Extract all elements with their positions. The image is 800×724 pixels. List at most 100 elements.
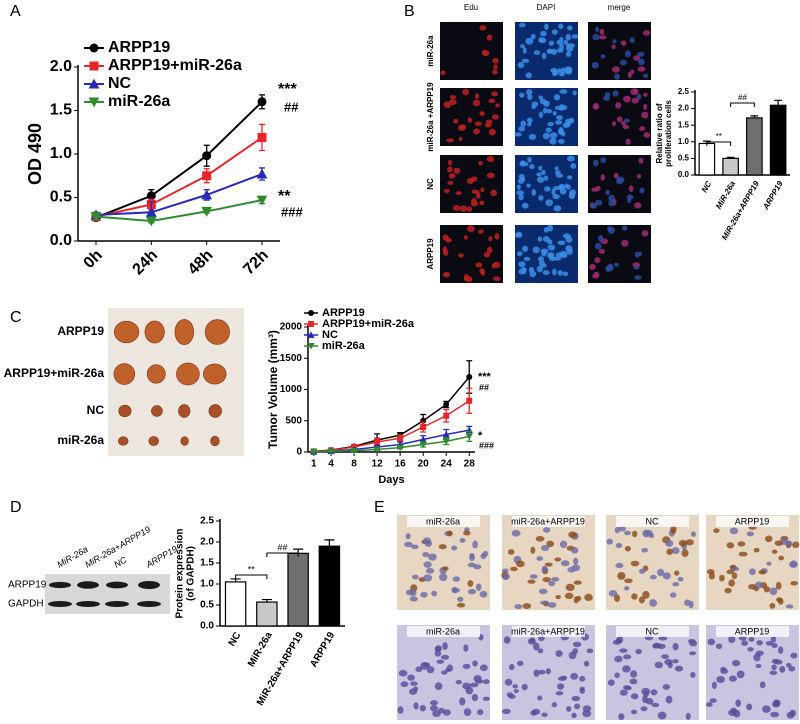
legend-label: NC [322,329,338,341]
nucleus [494,233,500,240]
micrograph [440,22,503,80]
lane-label: NC [112,554,129,569]
nucleus [463,273,469,281]
series-line [95,101,263,219]
cell [573,580,582,585]
cell [657,568,665,577]
cell [516,660,524,667]
data-point [350,447,358,455]
nucleus [529,164,535,170]
cell [529,574,538,579]
cell [540,545,550,552]
data-point [420,424,427,430]
cell [463,708,472,716]
nucleus [621,225,628,231]
tumor [176,362,200,386]
y-axis-title: Protein expression [175,528,186,618]
label-bg [407,626,480,637]
nucleus [565,33,572,41]
nucleus [559,71,565,77]
nucleus [517,61,525,69]
x-tick-label: 20 [418,459,430,470]
cell [475,583,482,591]
nucleus [564,66,573,74]
nucleus [527,156,532,163]
lane-label: MiR-26a [55,544,89,570]
nucleus [598,234,604,242]
cell [533,669,540,677]
data-point [202,151,212,161]
cell [746,703,753,711]
nucleus [527,94,533,101]
cell [728,579,735,587]
nucleus [557,68,562,74]
cell [568,531,577,538]
cell [462,682,471,690]
cell [455,679,463,685]
data-point [419,435,427,443]
nucleus [463,235,468,240]
cell [409,588,417,597]
nucleus [537,256,545,262]
data-point [466,374,473,380]
data-point [145,216,157,227]
cell [735,699,742,707]
cell [730,707,737,714]
nucleus [611,44,616,49]
nucleus [455,191,462,196]
nucleus [565,51,572,57]
cell [404,541,413,548]
nucleus [550,68,558,73]
tumor [148,436,159,446]
cell [527,638,536,645]
nucleus [486,34,493,41]
band [106,581,128,589]
cell [622,665,631,673]
cell [608,590,618,597]
nucleus [594,242,602,250]
cell [614,672,620,679]
nucleus [553,94,561,101]
cell [508,694,516,699]
tumor [144,320,165,344]
cell [479,664,488,672]
cell [410,681,418,686]
nucleus [474,121,482,127]
cell [773,699,780,706]
cell [684,599,691,606]
cell [428,553,437,561]
nucleus [622,124,630,130]
nucleus [638,157,644,164]
nucleus [457,125,466,131]
cell [542,527,551,533]
bar [256,601,278,627]
cell [630,709,638,715]
cell [685,539,694,546]
cell [758,569,767,575]
cell [546,540,555,548]
cell [537,695,543,701]
band [105,601,129,607]
cell [669,592,677,598]
nucleus [537,176,545,183]
image-label: miR-26a [426,516,460,526]
cell [521,683,528,691]
cell [535,536,545,542]
cell [457,596,464,602]
image-label: miR-26a+ARPP19 [511,516,585,526]
nucleus [639,187,645,194]
nucleus [559,253,568,259]
nucleus [566,155,575,162]
cell [771,642,778,649]
nucleus [533,50,541,55]
nucleus [522,245,529,252]
nucleus [545,127,552,133]
annotation: ** [248,564,256,574]
cell [775,581,782,590]
legend-label: NC [108,75,132,92]
cell [555,594,561,600]
y-tick-label: 500 [285,415,302,426]
nucleus [466,177,474,185]
x-tick-label: 28 [464,459,476,470]
cell [641,547,649,553]
